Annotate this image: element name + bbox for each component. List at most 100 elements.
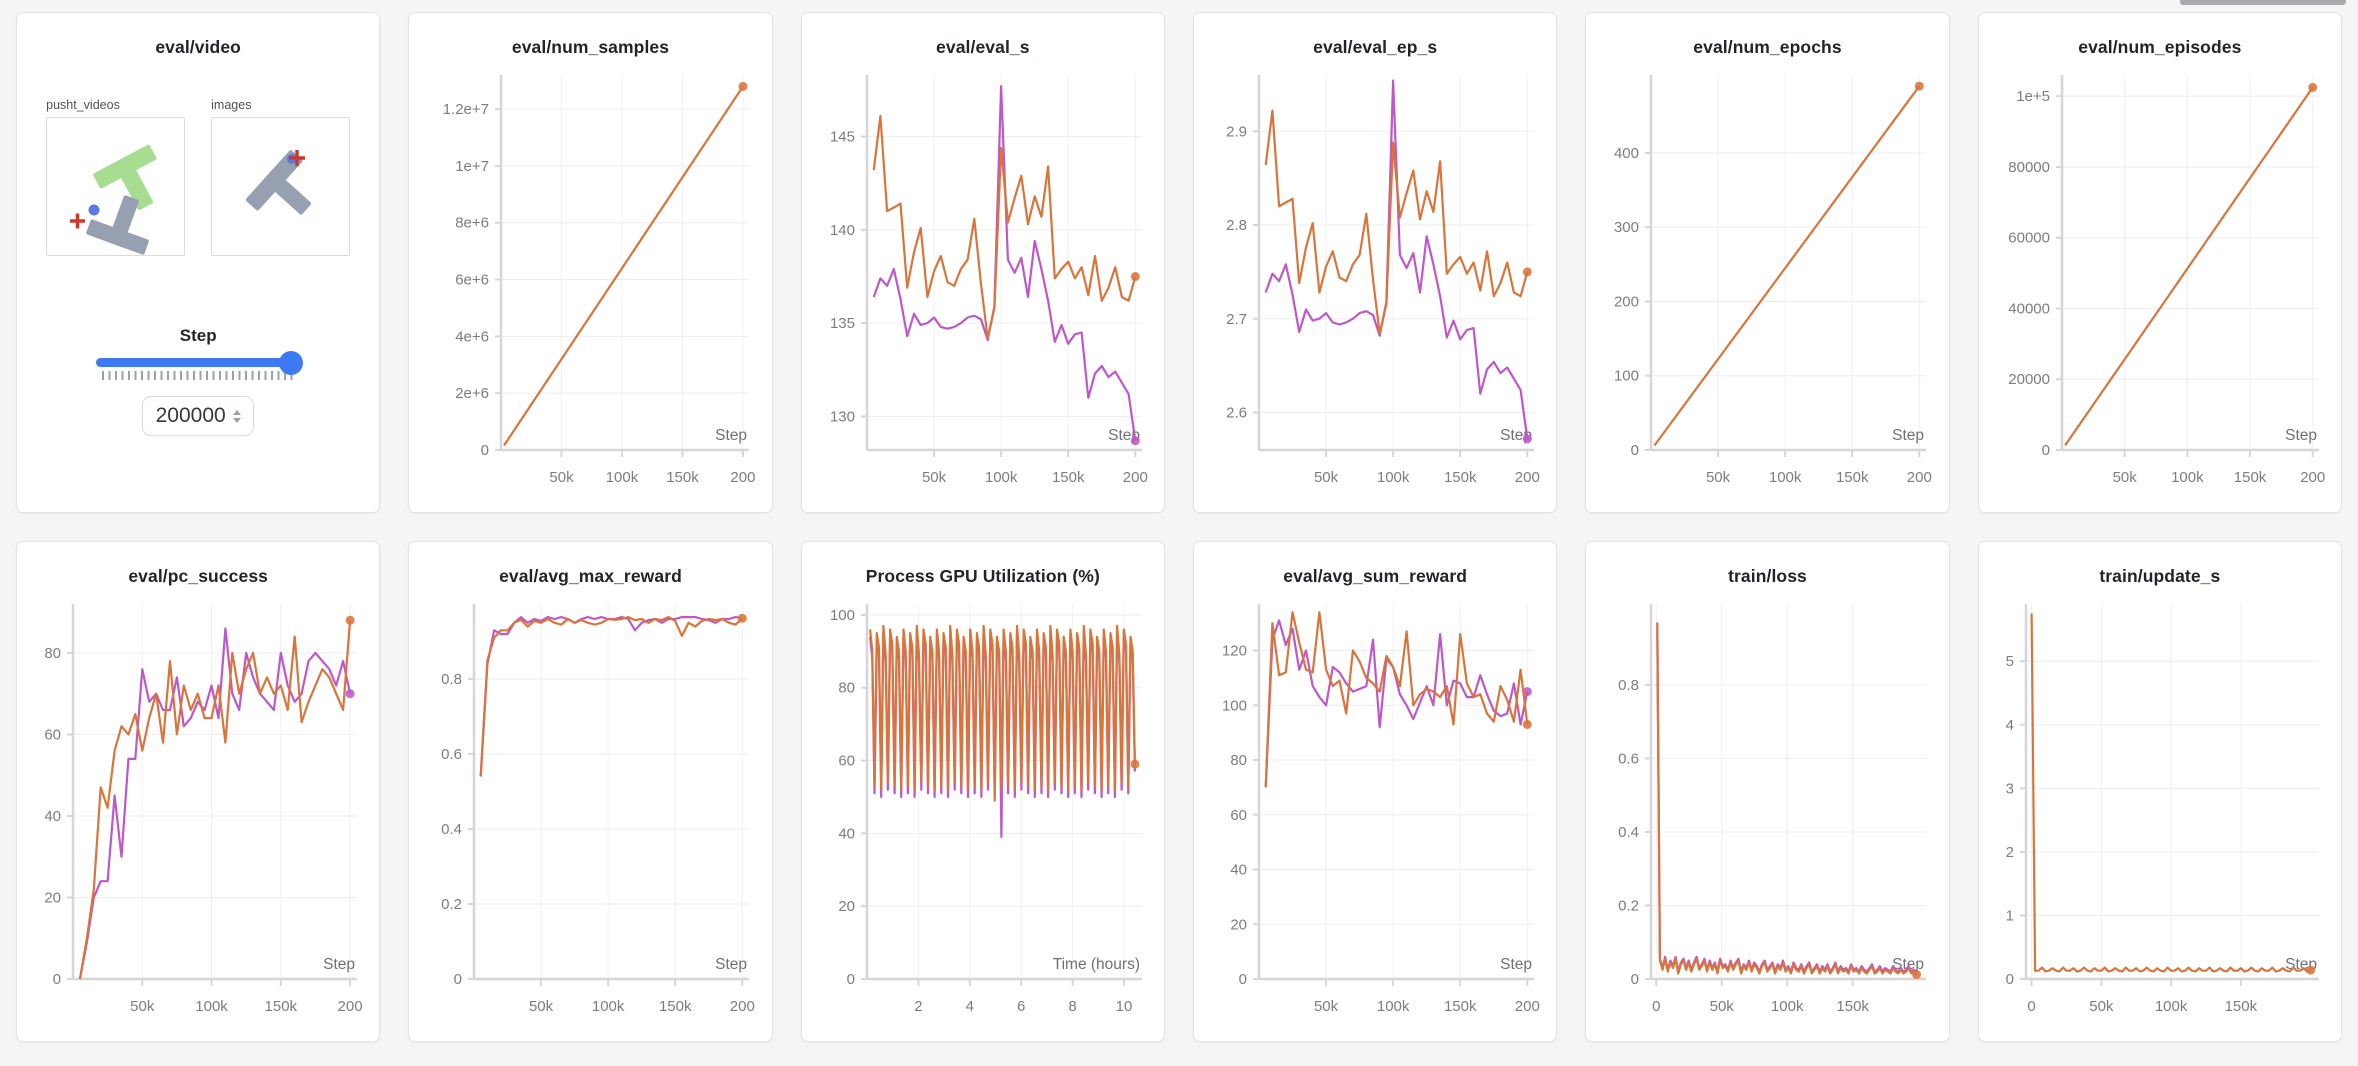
svg-text:Time (hours): Time (hours)	[1052, 956, 1139, 973]
svg-text:300: 300	[1614, 219, 1639, 236]
svg-text:200: 200	[731, 469, 756, 486]
slider-knob[interactable]	[279, 350, 304, 375]
svg-text:20000: 20000	[2008, 371, 2050, 388]
svg-text:50k: 50k	[1314, 998, 1339, 1015]
svg-text:60: 60	[44, 726, 61, 743]
step-slider[interactable]	[96, 350, 304, 380]
panel-process-gpu-utilization: Process GPU Utilization (%) 0 20 40 60 80 100…	[800, 541, 1165, 1042]
svg-text:50k: 50k	[550, 469, 575, 486]
pusht-scene-graphic	[70, 144, 157, 255]
svg-text:0: 0	[481, 442, 489, 459]
svg-text:Step: Step	[1500, 956, 1532, 973]
svg-text:50k: 50k	[2089, 998, 2114, 1015]
media-images: images	[211, 98, 351, 256]
svg-text:0: 0	[2005, 971, 2013, 988]
svg-text:100k: 100k	[195, 998, 228, 1015]
chart-canvas-eval-pc-success[interactable]: 0 20 40 60 80 50k 100k 150k 200 Step	[23, 594, 373, 1037]
chart-canvas-train-update-s[interactable]: 0 1 2 3 4 5 0 50k 100k 150k Step	[1985, 594, 2335, 1037]
step-value-input[interactable]: 200000	[142, 396, 255, 436]
svg-text:2.7: 2.7	[1226, 311, 1247, 328]
svg-text:10: 10	[1115, 998, 1132, 1015]
svg-text:0: 0	[53, 971, 61, 988]
chart-canvas-train-loss[interactable]: 0 0.2 0.4 0.6 0.8 0 50k 100k 150k Step	[1592, 594, 1942, 1037]
goal-cross	[289, 150, 306, 166]
panel-title: eval/avg_max_reward	[499, 566, 682, 586]
chart-canvas-process-gpu-utilization[interactable]: 0 20 40 60 80 100 2 4 6 8 10 Time (hours)	[808, 594, 1158, 1037]
svg-text:40: 40	[838, 825, 855, 842]
panel-title: eval/avg_sum_reward	[1283, 566, 1468, 586]
svg-text:0.6: 0.6	[441, 746, 462, 763]
panel-title: train/loss	[1728, 566, 1807, 586]
svg-text:6e+6: 6e+6	[456, 272, 490, 289]
svg-text:0: 0	[454, 971, 462, 988]
stepper-arrows[interactable]	[232, 409, 241, 423]
svg-text:80: 80	[838, 680, 855, 697]
svg-text:0: 0	[846, 971, 854, 988]
svg-text:200: 200	[1122, 469, 1147, 486]
svg-text:4: 4	[965, 998, 973, 1015]
svg-text:0.4: 0.4	[441, 821, 462, 838]
svg-text:2.9: 2.9	[1226, 123, 1247, 140]
horizontal-scrollbar-thumb[interactable]	[2180, 0, 2346, 5]
media-label: pusht_videos	[46, 98, 120, 112]
svg-text:Step: Step	[715, 427, 747, 444]
svg-text:0.2: 0.2	[441, 896, 462, 913]
svg-text:200: 200	[730, 998, 755, 1015]
svg-text:8e+6: 8e+6	[456, 215, 490, 232]
svg-text:100k: 100k	[2154, 998, 2187, 1015]
svg-text:20: 20	[44, 889, 61, 906]
svg-text:150k: 150k	[659, 998, 692, 1015]
panel-eval-video: eval/video pusht_videos	[16, 12, 381, 513]
chart-canvas-eval-num-episodes[interactable]: 0 20000 40000 60000 80000 1e+5 50k 100k 150k 200 S…	[1985, 65, 2335, 508]
images-thumbnail[interactable]	[211, 117, 351, 256]
svg-text:80: 80	[1230, 752, 1247, 769]
svg-text:0.4: 0.4	[1618, 824, 1639, 841]
step-decrement-icon[interactable]	[232, 417, 241, 423]
svg-text:150k: 150k	[1444, 998, 1477, 1015]
svg-text:40: 40	[1230, 862, 1247, 879]
svg-text:100: 100	[1614, 368, 1639, 385]
svg-text:1e+7: 1e+7	[456, 158, 490, 175]
svg-text:200: 200	[1515, 469, 1540, 486]
panel-eval-num-episodes: eval/num_episodes 0 20000 40000 60000 80000 1…	[1977, 12, 2342, 513]
panel-title: train/update_s	[2099, 566, 2221, 586]
svg-text:3: 3	[2005, 780, 2013, 797]
svg-text:120: 120	[1222, 643, 1247, 660]
svg-text:Step: Step	[1892, 427, 1924, 444]
chart-canvas-eval-num-samples[interactable]: 0 2e+6 4e+6 6e+6 8e+6 1e+7 1.2e+7 50k 100k 150k 20…	[415, 65, 765, 508]
pusht-video-thumbnail[interactable]	[46, 117, 186, 256]
svg-text:60: 60	[838, 753, 855, 770]
svg-text:4e+6: 4e+6	[456, 328, 490, 345]
chart-canvas-eval-avg-max-reward[interactable]: 0 0.2 0.4 0.6 0.8 50k 100k 150k 200 Step	[415, 594, 765, 1037]
svg-text:6: 6	[1017, 998, 1025, 1015]
svg-text:20: 20	[1230, 916, 1247, 933]
chart-canvas-eval-eval-s[interactable]: 130 135 140 145 50k 100k 150k 200 Step	[808, 65, 1158, 508]
svg-text:2.8: 2.8	[1226, 217, 1247, 234]
svg-text:2.6: 2.6	[1226, 405, 1247, 422]
svg-text:2: 2	[914, 998, 922, 1015]
svg-text:0.8: 0.8	[1618, 677, 1639, 694]
svg-text:0: 0	[2041, 442, 2049, 459]
step-increment-icon[interactable]	[232, 409, 241, 415]
images-scene-graphic	[246, 150, 312, 215]
svg-text:200: 200	[1515, 998, 1540, 1015]
svg-text:50k: 50k	[922, 469, 947, 486]
panel-train-loss: train/loss 0 0.2 0.4 0.6 0.8 0 50k 100k 150k Step	[1585, 541, 1950, 1042]
panel-title: eval/video	[155, 37, 241, 57]
svg-text:145: 145	[830, 129, 855, 146]
media-pusht-videos: pusht_videos	[46, 98, 186, 256]
slider-track[interactable]	[96, 350, 304, 375]
panel-eval-num-samples: eval/num_samples 0 2e+6 4e+6 6e+6 8e+6 1e+7 1.…	[408, 12, 773, 513]
step-value: 200000	[155, 404, 226, 427]
svg-text:100k: 100k	[1377, 469, 1410, 486]
panel-title: eval/pc_success	[128, 566, 268, 586]
chart-canvas-eval-num-epochs[interactable]: 0 100 200 300 400 50k 100k 150k 200 Step	[1592, 65, 1942, 508]
chart-canvas-eval-avg-sum-reward[interactable]: 0 20 40 60 80 100 120 50k 100k 150k 200 Step	[1200, 594, 1550, 1037]
svg-text:2: 2	[2005, 844, 2013, 861]
chart-canvas-eval-eval-ep-s[interactable]: 2.6 2.7 2.8 2.9 50k 100k 150k 200 Step	[1200, 65, 1550, 508]
svg-text:5: 5	[2005, 653, 2013, 670]
svg-text:40: 40	[44, 808, 61, 825]
svg-text:100k: 100k	[985, 469, 1018, 486]
